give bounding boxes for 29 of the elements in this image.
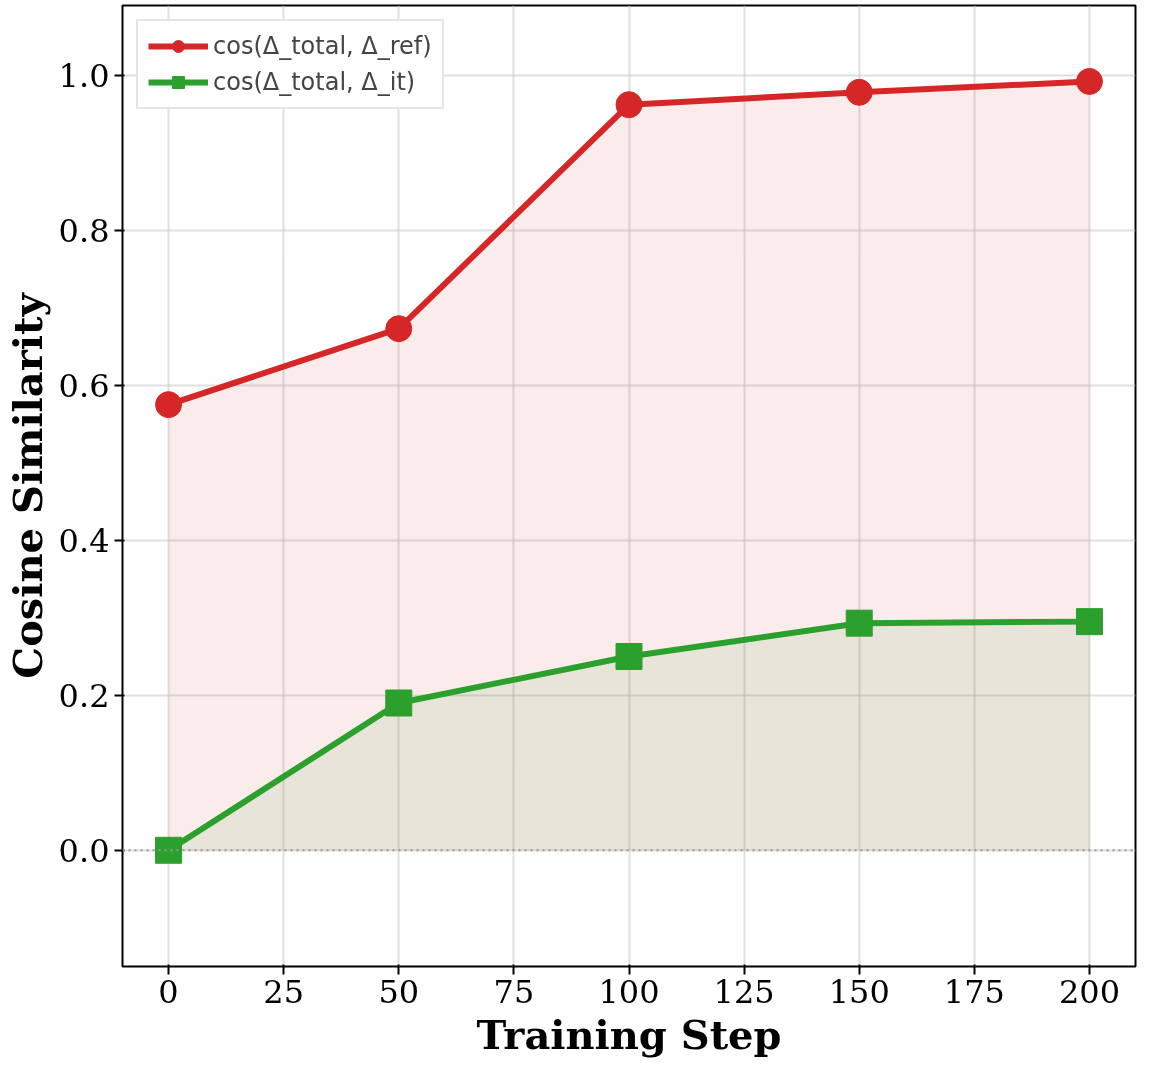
point [155, 391, 183, 419]
point [155, 836, 183, 864]
point [845, 78, 873, 106]
x-axis-title: Training Step [476, 1010, 782, 1058]
y-tick-label: 0.2 [58, 676, 110, 715]
x-tick-label: 50 [378, 972, 420, 1011]
point [385, 689, 413, 717]
x-tick-label: 100 [598, 972, 660, 1011]
x-tick-label: 175 [943, 972, 1005, 1011]
point [385, 315, 413, 343]
y-tick-label: 1.0 [58, 56, 110, 95]
point [615, 643, 643, 670]
y-tick-label: 0.6 [58, 366, 110, 405]
legend-label: cos(Δ_total, Δ_it) [213, 68, 416, 96]
point [845, 609, 873, 637]
point [615, 91, 643, 119]
y-tick-label: 0.4 [58, 521, 110, 560]
x-tick-label: 150 [828, 972, 890, 1011]
x-tick-label: 125 [713, 972, 775, 1011]
point [1075, 67, 1103, 95]
point [1075, 608, 1103, 636]
x-tick-label: 75 [493, 972, 535, 1011]
x-tick-label: 25 [263, 972, 305, 1011]
x-tick-label: 0 [158, 972, 179, 1011]
legend-label: cos(Δ_total, Δ_ref) [213, 32, 432, 60]
x-tick-label: 200 [1058, 972, 1120, 1011]
y-tick-label: 0.0 [58, 831, 110, 870]
y-axis-title: Cosine Similarity [3, 291, 51, 679]
y-tick-label: 0.8 [58, 211, 110, 250]
